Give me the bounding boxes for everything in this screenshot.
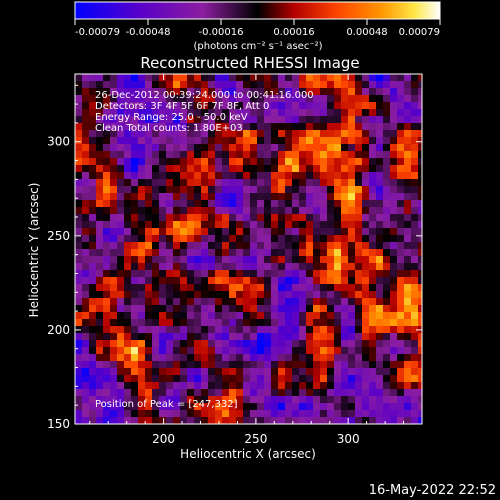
info-line: Detectors: 3F 4F 5F 6F 7F 8F, Att 0 [95,101,269,112]
y-tick-label: 250 [47,229,70,243]
y-axis-label: Heliocentric Y (arcsec) [27,183,41,318]
colorbar-tick-label: 0.00048 [346,27,387,38]
info-line: Clean Total counts: 1.80E+03 [95,123,243,134]
colorbar-ticks [74,19,441,25]
footer-timestamp: 16-May-2022 22:52 [369,483,496,498]
colorbar-unit-label: (photons cm⁻² s⁻¹ asec⁻²) [193,41,322,52]
heatmap-image [75,74,422,424]
y-tick-label: 300 [47,135,70,149]
colorbar [74,1,441,20]
x-axis: 200 250 300 [89,74,423,446]
x-tick-label: 200 [152,432,175,446]
y-tick-label: 200 [47,323,70,337]
y-axis: 150 200 250 300 [47,84,422,431]
plot-frame [74,73,423,425]
peak-position-label: Position of Peak = [247,332] [95,399,238,410]
colorbar-tick-label: -0.00079 [75,27,120,38]
colorbar-tick-label: -0.00048 [126,27,171,38]
x-axis-label: Heliocentric X (arcsec) [180,447,316,461]
x-tick-label: 300 [337,432,360,446]
chart-title: Reconstructed RHESSI Image [140,54,359,72]
colorbar-tick-labels: -0.00079 -0.00048 -0.00016 0.00016 0.00048 0.… [75,27,440,38]
y-tick-label: 150 [47,417,70,431]
info-line: 26-Dec-2012 00:39:24.000 to 00:41:16.000 [95,90,314,101]
colorbar-tick-label: 0.00079 [399,27,440,38]
info-line: Energy Range: 25.0 - 50.0 keV [95,112,248,123]
x-tick-label: 250 [244,432,267,446]
info-annotations: 26-Dec-2012 00:39:24.000 to 00:41:16.000… [95,90,314,134]
colorbar-tick-label: 0.00016 [273,27,314,38]
colorbar-tick-label: -0.00016 [199,27,244,38]
